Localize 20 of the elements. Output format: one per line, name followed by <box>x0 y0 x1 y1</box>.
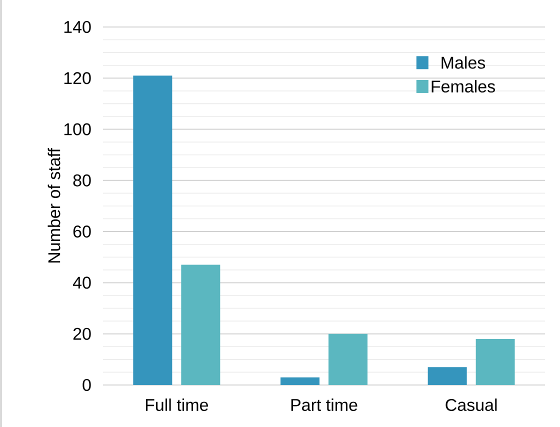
bar <box>476 338 515 385</box>
bar <box>181 264 220 385</box>
y-tick-label: 0 <box>82 378 91 392</box>
bar <box>280 377 320 385</box>
y-axis-title: Number of staff <box>48 148 60 263</box>
x-tick-label: Casual <box>446 398 497 412</box>
y-tick-label: 60 <box>73 226 91 238</box>
bar <box>428 367 467 385</box>
bar <box>328 334 368 385</box>
y-tick-label: 20 <box>73 328 91 340</box>
bar <box>133 76 172 385</box>
y-tick-label: 140 <box>64 20 91 34</box>
legend-label: Females <box>432 80 495 93</box>
legend-label: Males <box>442 56 486 69</box>
y-tick-label: 80 <box>73 174 91 186</box>
y-tick-label: 120 <box>64 72 91 84</box>
x-tick-label: Part time <box>291 398 358 412</box>
y-tick-label: 40 <box>72 276 91 289</box>
x-tick-label: Full time <box>146 398 208 412</box>
y-tick-label: 100 <box>64 123 91 136</box>
